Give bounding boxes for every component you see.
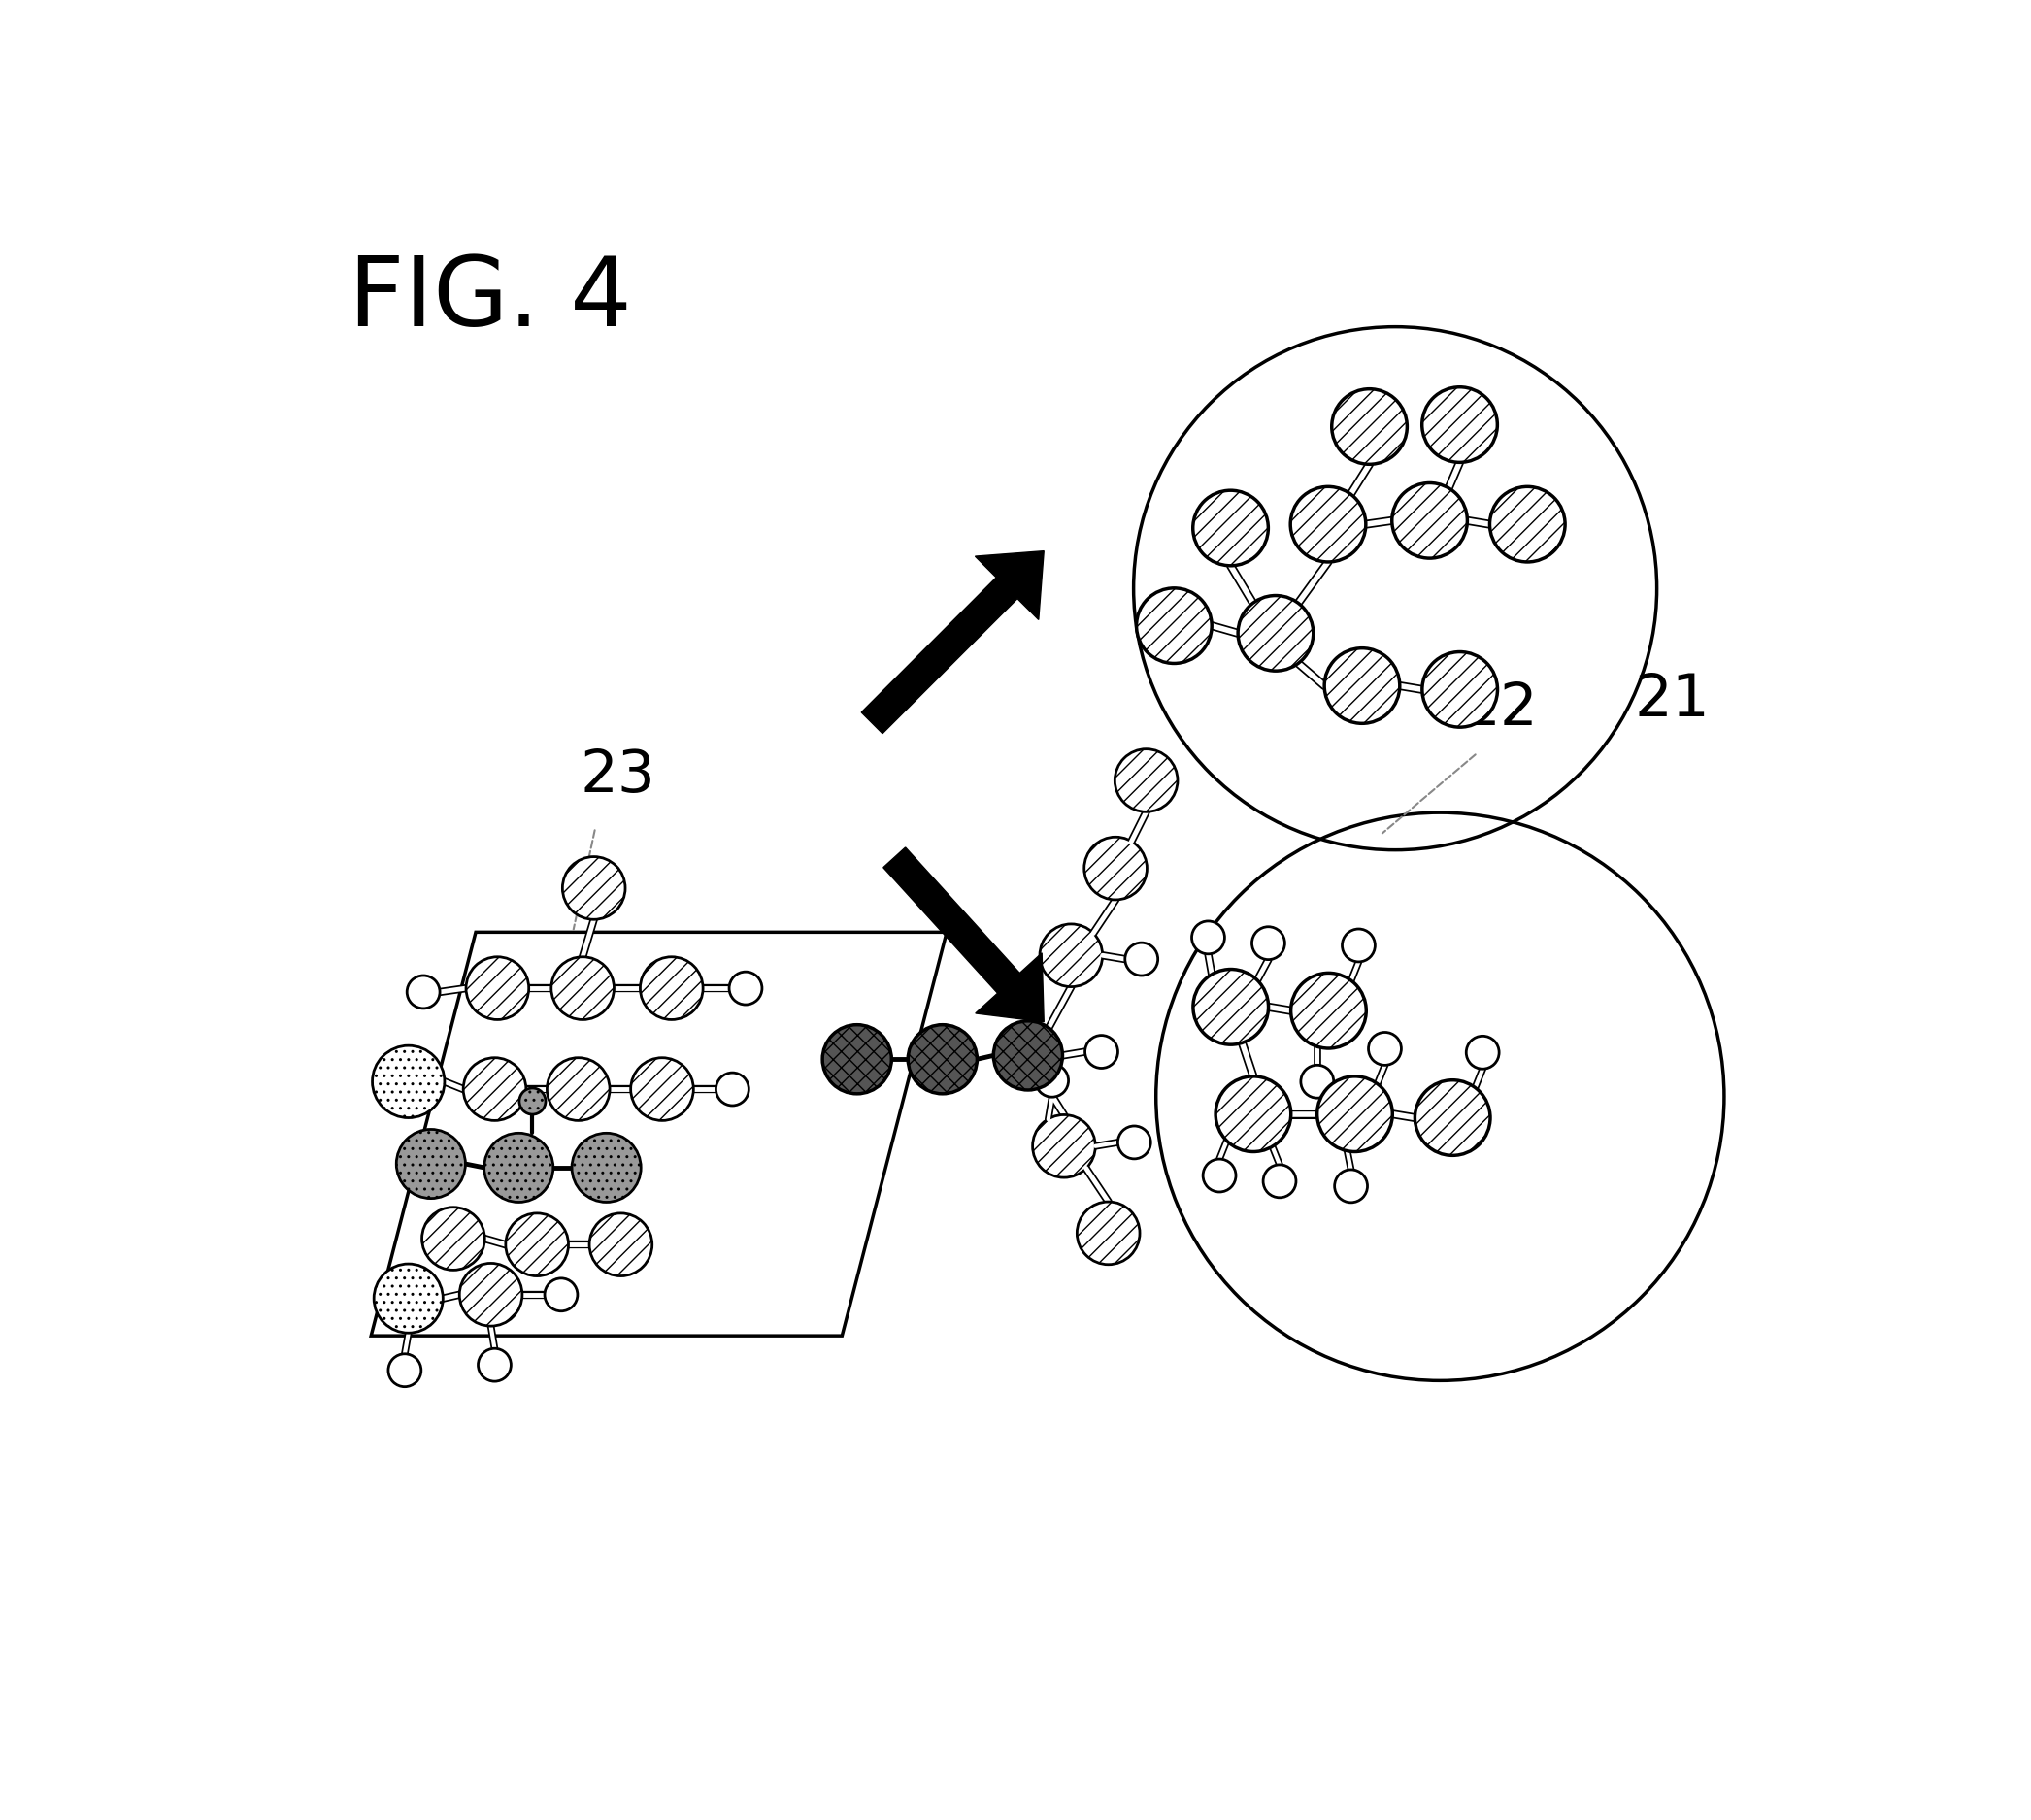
Circle shape: [422, 1207, 485, 1270]
Circle shape: [550, 957, 613, 1019]
Circle shape: [993, 1021, 1062, 1090]
Circle shape: [483, 1134, 552, 1203]
Circle shape: [1076, 1201, 1139, 1265]
Circle shape: [717, 1072, 749, 1105]
Circle shape: [374, 1263, 443, 1332]
Text: FIG. 4: FIG. 4: [349, 251, 632, 346]
Circle shape: [1085, 837, 1148, 899]
Circle shape: [729, 972, 762, 1005]
Circle shape: [477, 1349, 512, 1381]
Circle shape: [463, 1057, 526, 1121]
Circle shape: [1422, 388, 1497, 462]
Circle shape: [520, 1088, 546, 1114]
Circle shape: [544, 1278, 577, 1310]
Circle shape: [372, 1045, 445, 1117]
Text: 23: 23: [581, 748, 656, 804]
Circle shape: [1334, 1170, 1367, 1203]
Circle shape: [908, 1025, 977, 1094]
Circle shape: [1391, 482, 1466, 559]
Circle shape: [1332, 389, 1407, 464]
Circle shape: [1251, 926, 1286, 959]
Circle shape: [1085, 1036, 1117, 1068]
Circle shape: [506, 1214, 569, 1276]
Circle shape: [1117, 1127, 1152, 1159]
Circle shape: [388, 1354, 420, 1387]
Circle shape: [573, 1134, 642, 1203]
Circle shape: [1137, 588, 1213, 664]
Circle shape: [1263, 1165, 1296, 1198]
Circle shape: [563, 857, 626, 919]
Circle shape: [1318, 1076, 1393, 1152]
Circle shape: [1032, 1116, 1095, 1178]
Circle shape: [1369, 1032, 1401, 1065]
Circle shape: [640, 957, 703, 1019]
Circle shape: [1292, 974, 1367, 1048]
Circle shape: [1342, 928, 1375, 961]
Text: 22: 22: [1462, 681, 1537, 737]
Circle shape: [1491, 486, 1566, 562]
Circle shape: [1217, 1076, 1292, 1152]
Polygon shape: [861, 551, 1044, 733]
Circle shape: [1422, 652, 1497, 728]
Circle shape: [1300, 1065, 1334, 1097]
Circle shape: [1192, 490, 1267, 566]
Circle shape: [1202, 1159, 1237, 1192]
Circle shape: [406, 976, 441, 1008]
Circle shape: [1040, 925, 1103, 986]
Circle shape: [546, 1057, 609, 1121]
Circle shape: [1290, 486, 1365, 562]
Circle shape: [1192, 921, 1225, 954]
Circle shape: [1115, 750, 1178, 812]
Circle shape: [823, 1025, 892, 1094]
Circle shape: [396, 1130, 465, 1198]
Circle shape: [465, 957, 528, 1019]
Circle shape: [1192, 970, 1269, 1045]
Circle shape: [589, 1214, 652, 1276]
Circle shape: [1036, 1065, 1068, 1097]
Circle shape: [459, 1263, 522, 1327]
Text: 21: 21: [1635, 672, 1710, 730]
Circle shape: [1324, 648, 1399, 723]
Polygon shape: [883, 848, 1044, 1021]
Circle shape: [1125, 943, 1158, 976]
Circle shape: [632, 1057, 693, 1121]
Circle shape: [1466, 1036, 1499, 1068]
Circle shape: [1416, 1079, 1491, 1156]
Circle shape: [1239, 595, 1314, 672]
